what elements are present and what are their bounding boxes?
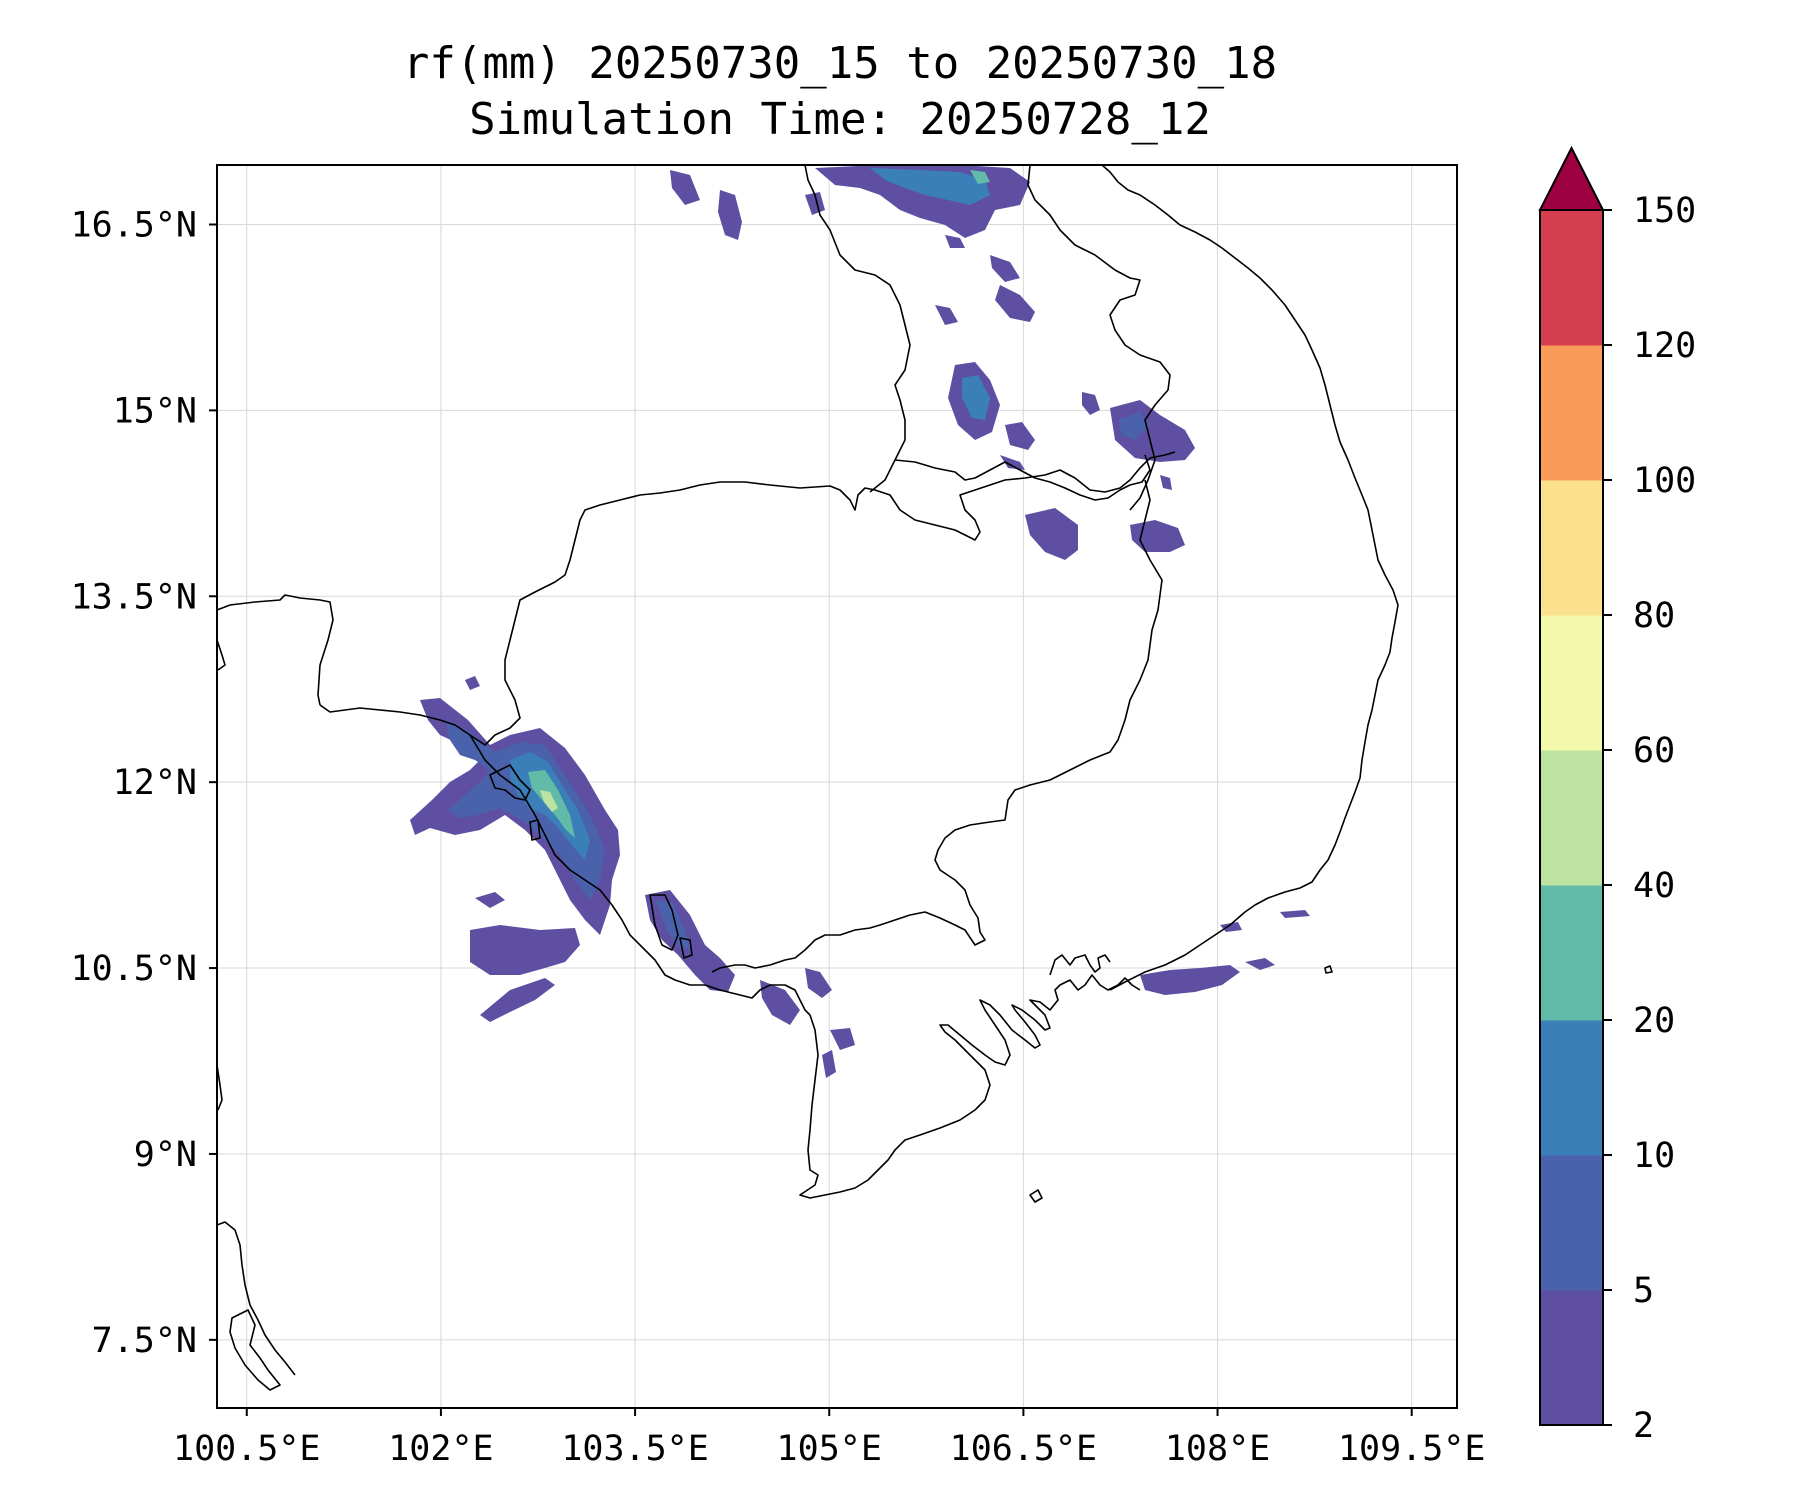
rain-area-laos-dot6 — [995, 285, 1035, 322]
y-tick-label: 10.5°N — [71, 949, 197, 989]
colorbar-label: 10 — [1633, 1136, 1675, 1176]
thailand-coast-gulf-top — [217, 639, 226, 671]
kh-coast-bay — [489, 764, 531, 801]
vn-coast-east — [1101, 165, 1399, 991]
x-tick-label: 102°E — [388, 1429, 493, 1469]
x-axis-ticks: 100.5°E 102°E 103.5°E 105°E 106.5°E 108°E 109.… — [173, 1408, 1485, 1469]
colorbar-extend-arrow — [1538, 145, 1605, 211]
rain-area-laos-dot5 — [990, 255, 1020, 282]
rain-area-vn-border-b — [805, 968, 832, 998]
map-frame — [216, 164, 1458, 1409]
x-tick-label: 103.5°E — [561, 1429, 709, 1469]
rain-area-kampot-b — [655, 900, 692, 950]
vn-coast-mekong — [799, 974, 1141, 1199]
colorbar-label: 100 — [1633, 461, 1696, 501]
colorbar-label: 150 — [1633, 191, 1696, 231]
rain-area-laos-dot2 — [670, 170, 700, 205]
rain-area-vn-coast — [1140, 965, 1240, 995]
colorbar-segment — [1540, 1155, 1603, 1291]
la-vn-border — [1027, 165, 1171, 511]
malay-coast — [217, 1064, 223, 1111]
la-kh-border — [894, 454, 1151, 501]
kh-island-2 — [649, 894, 679, 951]
rain-area-laos-south-b — [1005, 422, 1035, 450]
rain-area-laos-north-20 — [970, 170, 990, 184]
colorbar-frame — [1539, 209, 1604, 1426]
colorbar-segment — [1540, 480, 1603, 616]
rain-area-gulf-main-5 — [445, 720, 605, 900]
y-tick-label: 9°N — [134, 1135, 197, 1175]
rain-area-laos-dot3 — [718, 190, 742, 240]
colorbar-label: 2 — [1633, 1406, 1654, 1446]
rain-area-laos-dot4 — [945, 235, 965, 248]
y-tick-label: 7.5°N — [92, 1321, 197, 1361]
map-background — [217, 165, 1457, 1408]
vn-island-conson — [1029, 1189, 1043, 1203]
x-tick-label: 105°E — [777, 1429, 882, 1469]
colorbar-segment — [1540, 750, 1603, 886]
th-kh-border — [319, 451, 1176, 746]
y-tick-label: 13.5°N — [71, 577, 197, 617]
x-tick-label: 108°E — [1165, 1429, 1270, 1469]
colorbar-label: 5 — [1633, 1271, 1654, 1311]
rain-area-vn-small — [822, 1050, 836, 1078]
colorbar-segment — [1540, 1290, 1603, 1426]
x-tick-label: 100.5°E — [173, 1429, 321, 1469]
y-axis-ticks: 7.5°N 9°N 10.5°N 12°N 13.5°N 15°N 16.5°N — [71, 205, 217, 1361]
colorbar-label: 120 — [1633, 326, 1696, 366]
rain-area-triborder-c — [1025, 508, 1078, 560]
rain-area-laos-dot7 — [935, 305, 958, 325]
rainfall-contours — [410, 165, 1310, 1078]
rain-area-laos-north-10 — [870, 168, 990, 205]
rain-area-vn-coast-b — [1245, 958, 1275, 970]
rain-area-triborder-e — [1160, 475, 1172, 490]
rain-area-gulf-small1 — [475, 892, 505, 908]
rain-area-laos-dot1 — [805, 192, 825, 215]
map-panel — [216, 164, 1458, 1409]
rain-area-laos-south-d — [1000, 455, 1025, 470]
colorbar-segment — [1540, 210, 1603, 346]
rain-area-vn-coast-c — [1220, 922, 1242, 932]
rain-area-gulf-main — [410, 698, 620, 935]
rain-area-gulf-south — [470, 925, 580, 975]
malay-island — [229, 1309, 281, 1391]
colorbar-segment — [1540, 885, 1603, 1021]
rain-area-laos-south-c — [1082, 392, 1100, 415]
y-tick-label: 12°N — [113, 763, 197, 803]
rain-area-vn-border — [760, 980, 800, 1025]
rain-area-laos-south-10 — [962, 375, 990, 420]
y-tick-label: 16.5°N — [71, 205, 197, 245]
title-line-1: rf(mm) 20250730_15 to 20250730_18 — [403, 38, 1277, 89]
rain-area-vn-coast-d — [1280, 910, 1310, 918]
title-line-2: Simulation Time: 20250728_12 — [469, 94, 1211, 145]
colorbar: 2 5 10 20 40 60 80 100 120 150 — [1538, 145, 1696, 1446]
la-border — [804, 165, 911, 493]
kh-vn-border — [711, 479, 1163, 973]
x-tick-label: 106.5°E — [950, 1429, 1098, 1469]
x-tick-label: 109.5°E — [1338, 1429, 1486, 1469]
kh-island-1 — [529, 819, 541, 841]
malay-coast-2 — [217, 1221, 296, 1376]
rain-area-phuquoc — [830, 1028, 855, 1050]
colorbar-label: 40 — [1633, 866, 1675, 906]
y-tick-label: 15°N — [113, 391, 197, 431]
rain-area-gulf-small2 — [465, 676, 480, 690]
vn-coast-saigon — [1049, 954, 1111, 976]
colorbar-label: 20 — [1633, 1001, 1675, 1041]
kh-coast — [469, 734, 811, 1016]
rain-area-gulf-south-b — [480, 978, 555, 1022]
colorbar-segment — [1540, 1020, 1603, 1156]
colorbar-label: 60 — [1633, 731, 1675, 771]
colorbar-segment — [1540, 345, 1603, 481]
vn-island-east — [1324, 965, 1333, 974]
kh-island-3 — [679, 937, 693, 959]
coastlines-borders — [217, 165, 1399, 1391]
rain-area-gulf-main-40 — [540, 790, 558, 812]
colorbar-segment — [1540, 615, 1603, 751]
rain-area-triborder-b — [1150, 428, 1190, 450]
colorbar-label: 80 — [1633, 596, 1675, 636]
rain-area-triborder-10 — [1118, 412, 1150, 440]
thailand-coast-west — [217, 594, 334, 706]
